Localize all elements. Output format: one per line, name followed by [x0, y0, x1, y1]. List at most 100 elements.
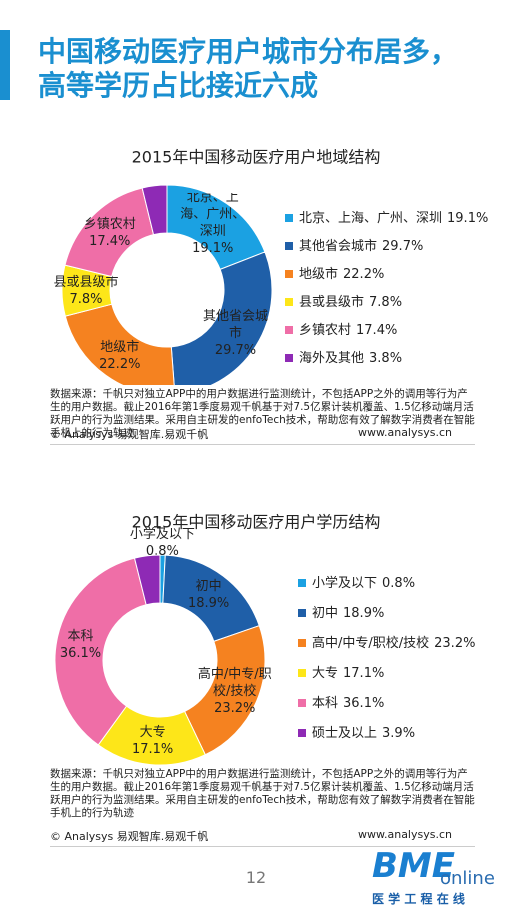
chart: 2015年中国移动医疗用户地域结构北京、上海、广州、深圳19.1%北京、上海、广… — [48, 148, 488, 385]
legend-name: 乡镇农村 — [299, 323, 351, 338]
url: www.analysys.cn — [358, 828, 452, 841]
legend-value: 23.2% — [434, 636, 475, 651]
legend-name: 北京、上海、广州、深圳 — [299, 211, 442, 226]
legend-entry: 小学及以下 0.8% — [312, 575, 415, 591]
legend-entry: 高中/中专/职校/技校 23.2% — [312, 635, 475, 651]
headline: 高等学历占比接近六成 — [38, 69, 319, 102]
slice-label-box: 乡镇农村 17.4% — [72, 203, 148, 263]
slice-value: 18.9% — [187, 596, 230, 612]
slice-value: 22.2% — [99, 356, 141, 372]
slice-label-box: 县或县级市 7.8% — [48, 261, 124, 321]
legend-entry: 北京、上海、广州、深圳 19.1% — [299, 211, 488, 226]
legend-value: 19.1% — [447, 211, 488, 226]
logo-tagline: 医 学 工 程 在 线 — [372, 892, 465, 906]
legend-name: 大专 — [312, 666, 338, 681]
legend-name: 硕士及以上 — [312, 726, 377, 741]
chart-title: 2015年中国移动医疗用户地域结构 — [132, 148, 381, 167]
legend-swatch — [298, 699, 306, 707]
legend-name: 地级市 — [299, 266, 338, 282]
legend-swatch — [298, 609, 306, 617]
slice-value: 17.1% — [131, 741, 174, 757]
url: www.analysys.cn — [358, 426, 452, 439]
legend-swatch — [285, 270, 293, 278]
legend-name: 其他省会城市 — [299, 238, 377, 254]
legend-swatch — [285, 326, 293, 334]
headline: 中国移动医疗用户城市分布居多， — [38, 35, 459, 68]
copyright: © Analysys 易观智库.易观千帆 — [50, 428, 209, 441]
slice — [133, 554, 161, 606]
legend-entry: 海外及其他 3.8% — [299, 351, 402, 366]
page-number: 12 — [245, 868, 267, 887]
slice-name: 小学及以下 — [129, 527, 195, 543]
slice-name: 高中/中专/职校/技校 — [197, 666, 272, 699]
legend-value: 17.4% — [356, 323, 397, 338]
legend-value: 17.1% — [343, 666, 384, 681]
slice — [170, 251, 273, 385]
legend-value: 22.2% — [343, 267, 384, 282]
slice-value: 23.2% — [214, 700, 256, 716]
legend-entry: 初中 18.9% — [312, 606, 384, 621]
legend-value: 18.9% — [343, 606, 384, 621]
slice-label-box: 初中 18.9% — [171, 565, 247, 625]
legend-name: 本科 — [312, 696, 338, 711]
legend-name: 初中 — [312, 606, 338, 621]
accent-bar — [0, 30, 10, 100]
slice-name: 北京、上海、广州、深圳 — [180, 193, 246, 240]
slice-name: 大专 — [139, 724, 166, 740]
legend-entry: 本科 36.1% — [312, 696, 384, 711]
copyright: © Analysys 易观智库.易观千帆 — [50, 830, 209, 843]
legend-name: 高中/中专/职校/技校 — [312, 635, 429, 651]
slice-name: 县或县级市 — [53, 274, 119, 290]
slice-value: 17.4% — [89, 233, 131, 249]
legend-swatch — [285, 354, 293, 362]
legend-swatch — [298, 639, 306, 647]
legend-swatch — [298, 729, 306, 737]
logo-sub: online — [440, 868, 495, 889]
slice-label-box: 地级市 22.2% — [82, 326, 158, 385]
legend-name: 县或县级市 — [299, 294, 364, 310]
chart-title: 2015年中国移动医疗用户学历结构 — [132, 513, 381, 532]
slice-value: 19.1% — [192, 241, 234, 254]
legend-entry: 县或县级市 7.8% — [299, 294, 402, 310]
slice-label-box: 北京、上海、广州、深圳 19.1% — [175, 193, 251, 253]
logo-main: BME — [372, 846, 455, 886]
slice-label-box: 其他省会城市 29.7% — [198, 303, 274, 363]
legend-entry: 硕士及以上 3.9% — [312, 726, 415, 741]
slice-value: 7.8% — [69, 291, 103, 307]
source-note: 数据来源：千帆只对独立APP中的用户数据进行监测统计，不包括APP之外的调用等行… — [50, 388, 475, 439]
legend-swatch — [298, 579, 306, 587]
source-note: 数据来源：千帆只对独立APP中的用户数据进行监测统计，不包括APP之外的调用等行… — [50, 768, 475, 819]
legend-value: 7.8% — [369, 295, 402, 310]
legend-entry: 乡镇农村 17.4% — [299, 323, 397, 338]
divider — [50, 444, 475, 445]
legend-entry: 大专 17.1% — [312, 666, 384, 681]
slice-name: 地级市 — [100, 339, 140, 355]
slice-name: 初中 — [195, 579, 222, 595]
legend-value: 0.8% — [382, 576, 415, 591]
slice — [64, 303, 175, 385]
slice-label-box: 大专 17.1% — [115, 711, 191, 765]
legend-swatch — [285, 298, 293, 306]
legend-swatch — [285, 242, 293, 250]
slice-name: 乡镇农村 — [83, 216, 136, 232]
slice-label-box: 本科 36.1% — [42, 615, 118, 675]
slice-name: 本科 — [67, 628, 94, 644]
slice-name: 其他省会城市 — [203, 308, 269, 341]
slice-value: 29.7% — [214, 342, 257, 358]
legend-entry: 地级市 22.2% — [299, 266, 384, 282]
legend-value: 36.1% — [343, 696, 384, 711]
legend-swatch — [285, 214, 293, 222]
legend-entry: 其他省会城市 29.7% — [299, 238, 423, 254]
legend-value: 29.7% — [382, 239, 423, 254]
legend-name: 海外及其他 — [299, 351, 364, 366]
legend-swatch — [298, 669, 306, 677]
